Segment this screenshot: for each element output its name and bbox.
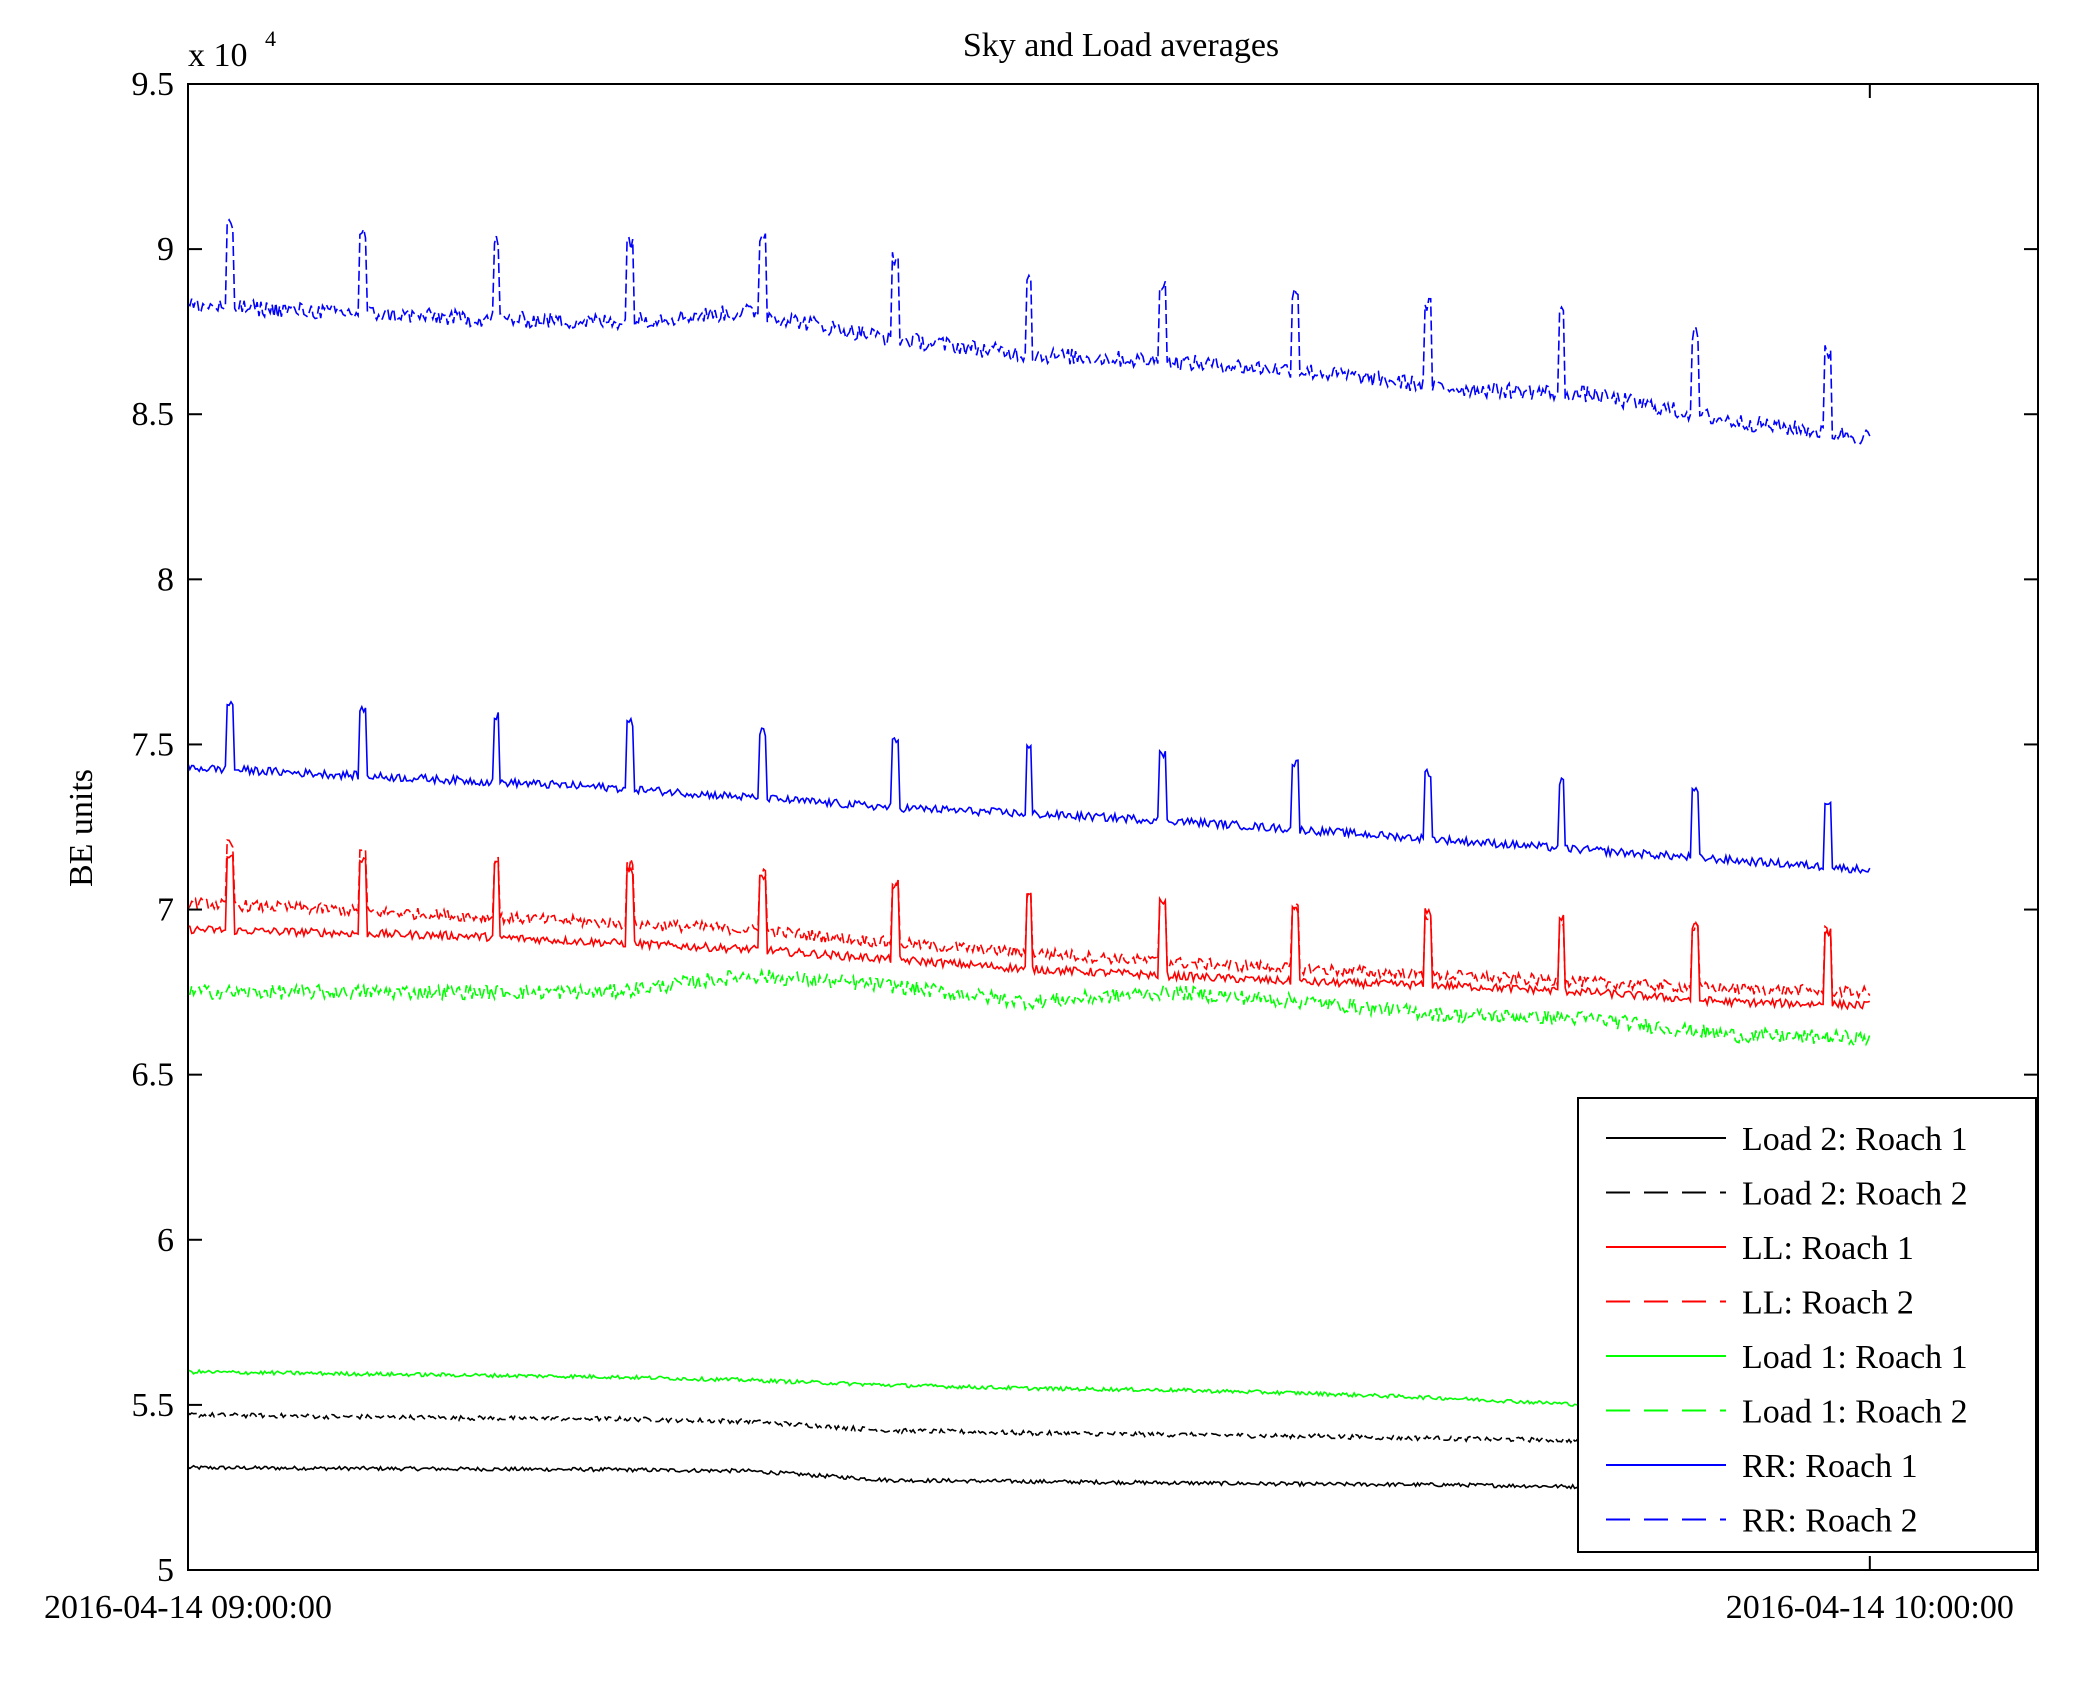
y-multiplier-label: x 10 [188,37,248,74]
legend-label: RR: Roach 2 [1742,1503,1918,1540]
legend-label: Load 2: Roach 1 [1742,1121,1968,1158]
legend-label: LL: Roach 1 [1742,1230,1914,1267]
axes-box [187,83,2039,1571]
y-tick-label: 5.5 [132,1387,175,1424]
legend-label: LL: Roach 2 [1742,1285,1914,1322]
series-line-load-1-roach-2 [188,967,1871,1047]
y-tick-label: 6.5 [132,1057,175,1094]
y-tick-label: 7 [157,892,174,929]
legend-box [1577,1097,2037,1553]
y-multiplier-exponent: 4 [265,26,276,51]
x-tick-label: 2016-04-14 10:00:00 [1726,1589,2014,1626]
y-ticks: 5 5.5 6 6.5 7 7.5 8 8.5 9 9.5 [132,66,2038,1589]
series-line-ll-roach-2 [188,839,1871,1000]
x-tick-label: 2016-04-14 09:00:00 [44,1589,332,1626]
chart-title: Sky and Load averages [963,27,1279,64]
y-tick-label: 9.5 [132,66,175,103]
y-tick-label: 5 [157,1552,174,1589]
legend-label: Load 2: Roach 2 [1742,1176,1968,1213]
legend-label: Load 1: Roach 2 [1742,1394,1968,1431]
legend-label: Load 1: Roach 1 [1742,1339,1968,1376]
legend: Load 2: Roach 1 Load 2: Roach 2 LL: Roach … [1577,1097,2037,1553]
y-tick-label: 9 [157,231,174,268]
x-ticks: 2016-04-14 09:00:00 2016-04-14 10:00:00 [44,84,2014,1626]
y-tick-label: 8 [157,561,174,598]
y-axis-label: BE units [63,769,100,887]
y-tick-label: 8.5 [132,396,175,433]
y-tick-label: 7.5 [132,726,175,763]
legend-label: RR: Roach 1 [1742,1448,1918,1485]
y-multiplier: x 10 4 [188,26,276,74]
y-tick-label: 6 [157,1222,174,1259]
series-line-rr-roach-2 [188,218,1871,445]
series-line-rr-roach-1 [188,700,1871,875]
